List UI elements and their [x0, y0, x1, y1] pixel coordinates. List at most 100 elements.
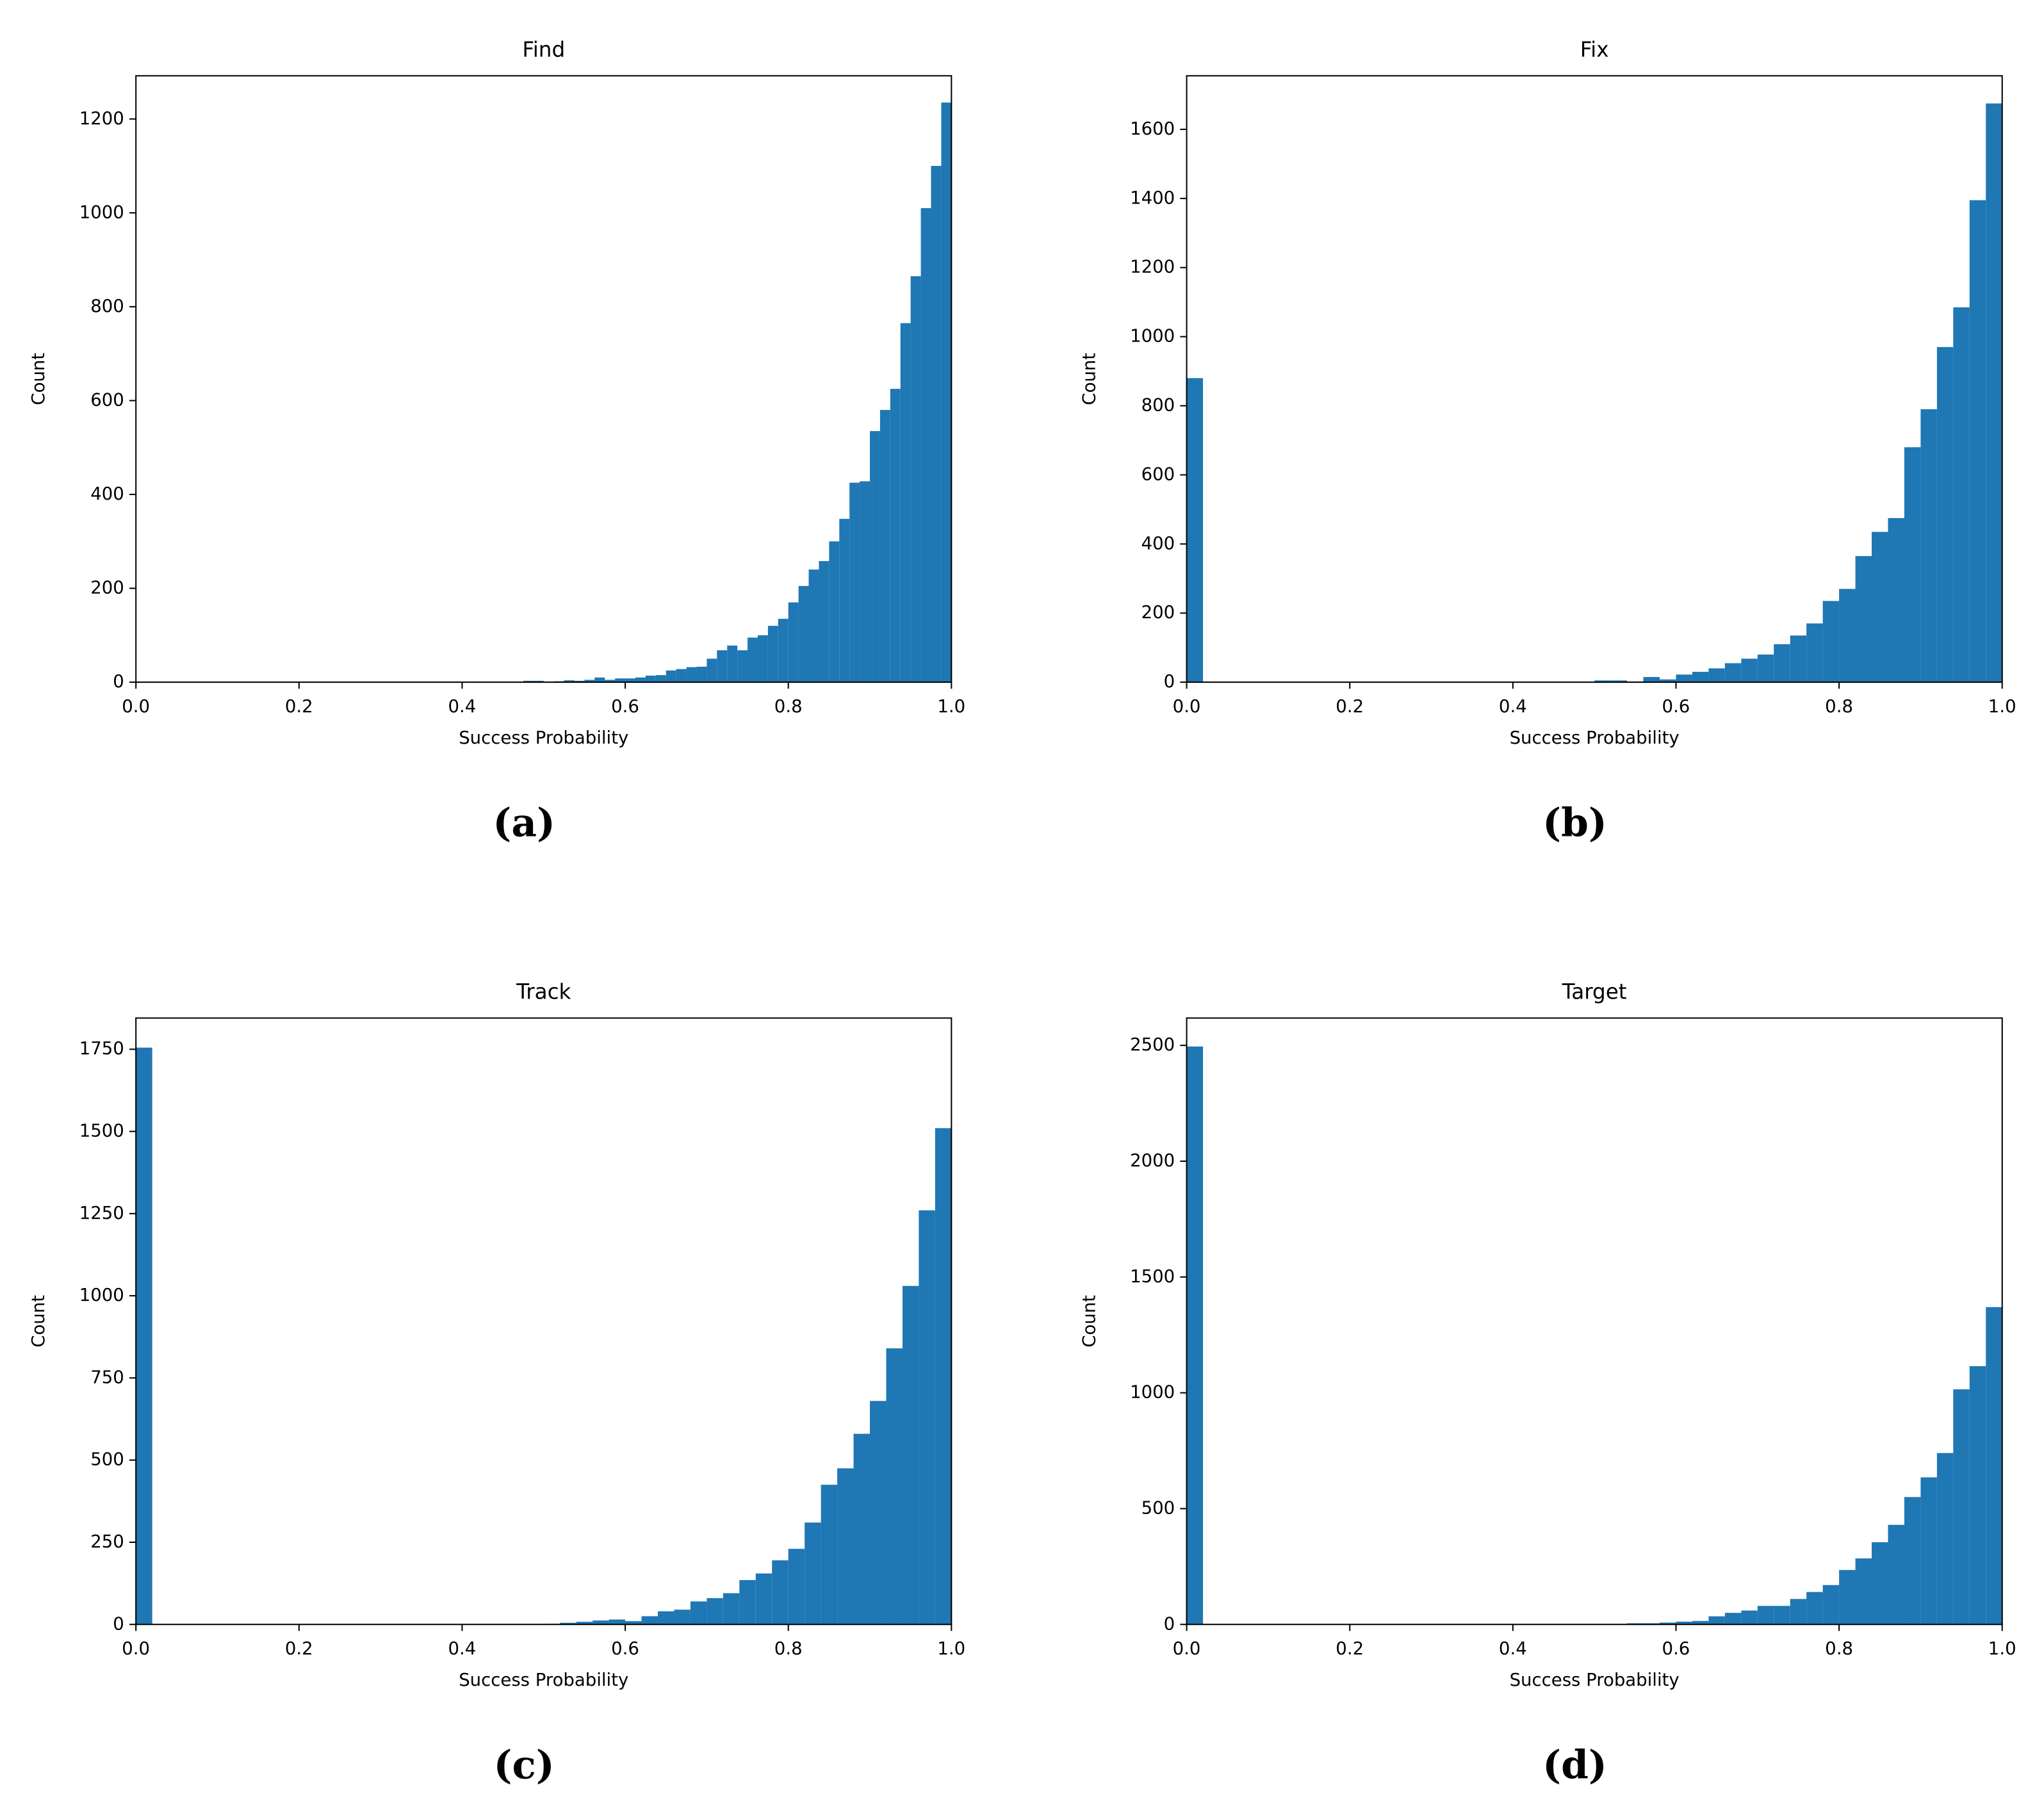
bar — [625, 678, 635, 683]
bar — [635, 677, 646, 683]
y-tick-label: 600 — [90, 389, 124, 410]
bar — [666, 670, 676, 683]
bar — [564, 680, 575, 683]
x-tick-label: 0.6 — [611, 1638, 639, 1659]
y-tick-label: 500 — [1141, 1497, 1175, 1518]
x-axis-label: Success Probability — [459, 1670, 628, 1690]
bar — [788, 1549, 805, 1625]
y-tick-label: 1600 — [1130, 118, 1175, 139]
bar — [910, 276, 921, 683]
bar — [655, 675, 666, 683]
x-tick-label: 0.8 — [774, 1638, 803, 1659]
bar — [1855, 1558, 1872, 1625]
bar — [1969, 1366, 1986, 1625]
x-tick-label: 0.0 — [122, 696, 150, 717]
x-axis-label: Success Probability — [459, 728, 628, 748]
bar — [839, 519, 850, 683]
bar — [778, 619, 789, 683]
bar — [696, 666, 707, 683]
y-tick-label: 750 — [90, 1367, 124, 1387]
bar — [686, 667, 697, 683]
bar — [837, 1468, 854, 1625]
bar — [931, 166, 942, 683]
bar — [1676, 674, 1692, 683]
panel-caption: (a) — [493, 801, 555, 846]
bar — [136, 1047, 152, 1625]
bar — [690, 1601, 707, 1625]
bar — [560, 1622, 576, 1625]
y-tick-label: 1000 — [1130, 1382, 1175, 1403]
x-tick-label: 1.0 — [937, 696, 965, 717]
bar — [870, 1401, 887, 1625]
bar — [1659, 679, 1676, 683]
bar — [1936, 347, 1954, 683]
y-tick-label: 1500 — [1130, 1266, 1175, 1287]
bar — [576, 1622, 593, 1625]
bar — [1839, 589, 1856, 683]
bar — [1724, 1613, 1742, 1625]
bar — [860, 481, 871, 683]
bar — [902, 1285, 919, 1625]
bar — [788, 602, 799, 683]
bar — [1741, 1610, 1758, 1625]
bar — [1676, 1621, 1692, 1625]
bar — [1594, 680, 1611, 683]
bar — [615, 678, 626, 683]
bar — [641, 1616, 658, 1625]
y-tick-label: 1000 — [79, 202, 124, 222]
x-tick-label: 1.0 — [937, 1638, 965, 1659]
bar — [1986, 1307, 2002, 1625]
bar — [1186, 378, 1204, 683]
x-tick-label: 0.8 — [1825, 1638, 1853, 1659]
bar — [821, 1485, 838, 1625]
y-tick-label: 0 — [1164, 671, 1175, 692]
chart-title: Fix — [1580, 38, 1609, 62]
y-tick-label: 1200 — [79, 108, 124, 129]
x-tick-label: 0.6 — [1662, 696, 1690, 717]
bar — [1806, 623, 1823, 683]
bar — [819, 561, 830, 683]
bar — [1774, 1606, 1790, 1625]
bar — [919, 1210, 935, 1625]
bar — [941, 102, 952, 683]
y-tick-label: 600 — [1141, 464, 1175, 484]
x-tick-label: 0.0 — [1173, 696, 1201, 717]
chart-title: Find — [522, 38, 565, 62]
bar — [1708, 1616, 1725, 1625]
bar — [533, 680, 544, 683]
bar — [674, 1610, 691, 1625]
bar — [849, 482, 860, 683]
y-tick-label: 800 — [90, 296, 124, 316]
bar — [727, 645, 738, 683]
x-tick-label: 1.0 — [1988, 696, 2016, 717]
y-axis-label: Count — [28, 353, 49, 405]
bar — [772, 1560, 789, 1625]
bar — [1774, 644, 1790, 683]
bar — [605, 680, 616, 683]
bar — [1790, 1599, 1807, 1625]
bar — [1708, 668, 1725, 683]
bar — [755, 1573, 773, 1625]
bar — [890, 389, 901, 683]
x-tick-label: 0.0 — [122, 1638, 150, 1659]
bar — [1904, 1497, 1921, 1625]
panel-caption: (b) — [1542, 801, 1607, 846]
bar — [767, 626, 778, 683]
bar — [808, 569, 819, 683]
bar — [1790, 635, 1807, 683]
bar — [723, 1593, 740, 1625]
x-tick-label: 0.4 — [448, 1638, 477, 1659]
x-tick-label: 0.4 — [1499, 696, 1527, 717]
y-tick-label: 1000 — [79, 1285, 124, 1305]
y-axis-label: Count — [28, 1295, 49, 1348]
y-tick-label: 1000 — [1130, 326, 1175, 347]
bar — [707, 1598, 723, 1625]
y-tick-label: 1250 — [79, 1203, 124, 1223]
y-axis-label: Count — [1079, 353, 1100, 405]
chart-title: Target — [1562, 980, 1627, 1004]
bar — [1904, 447, 1921, 683]
bar — [657, 1611, 675, 1625]
x-tick-label: 0.2 — [285, 696, 313, 717]
y-tick-label: 250 — [90, 1531, 124, 1552]
bar — [900, 323, 911, 683]
